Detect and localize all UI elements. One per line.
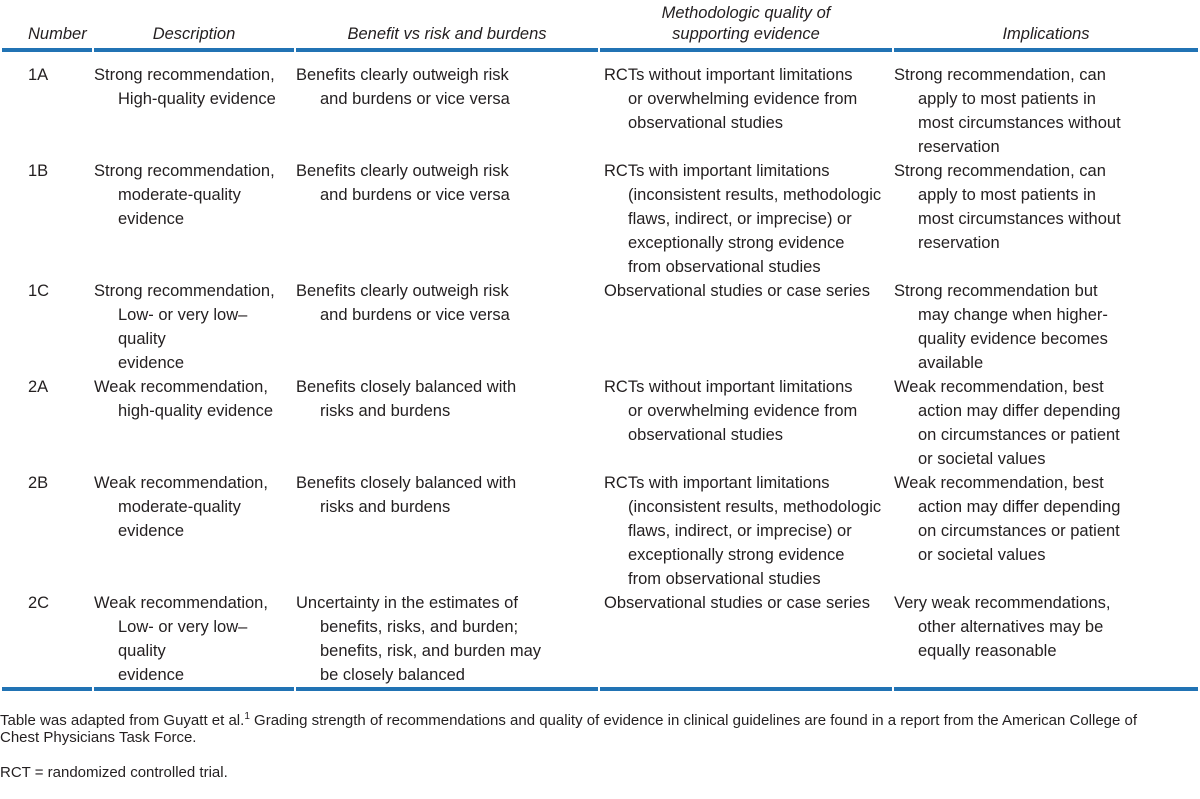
- cell-implications: Weak recommendation, best action may dif…: [894, 378, 1121, 468]
- column-header-description: Description: [94, 0, 294, 52]
- cell-description: Weak recommendation, Low- or very low– q…: [94, 591, 294, 691]
- header-row: Number Description Benefit vs risk and b…: [2, 0, 1198, 52]
- footnote-source-prefix: Table was adapted from Guyatt et al.: [0, 711, 245, 729]
- table-row: 2C Weak recommendation, Low- or very low…: [2, 591, 1198, 691]
- table-row: 2A Weak recommendation, high-quality evi…: [2, 375, 1198, 471]
- table-row: 1C Strong recommendation, Low- or very l…: [2, 279, 1198, 375]
- cell-methodologic: RCTs without important limitations or ov…: [604, 66, 858, 132]
- table-row: 1A Strong recommendation, High-quality e…: [2, 52, 1198, 159]
- footnote-source-rest: Grading strength of recommendations and …: [0, 711, 1138, 747]
- column-header-benefit: Benefit vs risk and burdens: [296, 0, 598, 52]
- recommendation-grading-table: Number Description Benefit vs risk and b…: [2, 0, 1198, 691]
- cell-methodologic: RCTs with important limitations (inconsi…: [604, 474, 882, 588]
- cell-benefit: Uncertainty in the estimates of benefits…: [296, 591, 598, 691]
- cell-benefit: Benefits closely balanced with risks and…: [296, 474, 517, 516]
- cell-implications: Strong recommendation but may change whe…: [894, 282, 1108, 372]
- cell-methodologic: Observational studies or case series: [604, 282, 870, 300]
- column-header-number: Number: [2, 0, 92, 52]
- cell-methodologic: RCTs without important limitations or ov…: [604, 378, 858, 444]
- column-header-implications: Implications: [894, 0, 1198, 52]
- cell-description: Weak recommendation, moderate-quality ev…: [94, 474, 268, 540]
- cell-methodologic: Observational studies or case series: [600, 591, 892, 691]
- cell-benefit: Benefits clearly outweigh risk and burde…: [296, 282, 510, 324]
- cell-number: 2B: [28, 474, 49, 492]
- cell-implications: Weak recommendation, best action may dif…: [894, 474, 1121, 564]
- cell-description: Strong recommendation, High-quality evid…: [94, 66, 276, 108]
- cell-description: Strong recommendation, moderate-quality …: [94, 162, 275, 228]
- cell-implications: Strong recommendation, can apply to most…: [894, 66, 1121, 156]
- cell-number: 1C: [28, 282, 50, 300]
- table-footnotes: Table was adapted from Guyatt et al.1 Gr…: [0, 694, 1200, 799]
- cell-benefit: Benefits clearly outweigh risk and burde…: [296, 162, 510, 204]
- footnote-abbreviation: RCT = randomized controlled trial.: [0, 764, 228, 781]
- cell-benefit: Benefits clearly outweigh risk and burde…: [296, 66, 510, 108]
- cell-implications: Very weak recommendations, other alterna…: [894, 591, 1198, 691]
- cell-methodologic: RCTs with important limitations (inconsi…: [604, 162, 882, 276]
- table-row: 2B Weak recommendation, moderate-quality…: [2, 471, 1198, 591]
- cell-benefit: Benefits closely balanced with risks and…: [296, 378, 517, 420]
- cell-implications: Strong recommendation, can apply to most…: [894, 162, 1121, 252]
- cell-description: Strong recommendation, Low- or very low–…: [94, 282, 275, 372]
- cell-number: 2A: [28, 378, 49, 396]
- cell-number: 2C: [2, 591, 92, 691]
- table-row: 1B Strong recommendation, moderate-quali…: [2, 159, 1198, 279]
- cell-description: Weak recommendation, high-quality eviden…: [94, 378, 274, 420]
- footnote-source: Table was adapted from Guyatt et al.1 Gr…: [0, 710, 1200, 747]
- reference-superscript: 1: [244, 710, 250, 722]
- document-page: Number Description Benefit vs risk and b…: [0, 0, 1198, 781]
- cell-number: 1B: [28, 162, 49, 180]
- column-header-methodologic: Methodologic quality of supporting evide…: [600, 0, 892, 52]
- cell-number: 1A: [28, 66, 49, 84]
